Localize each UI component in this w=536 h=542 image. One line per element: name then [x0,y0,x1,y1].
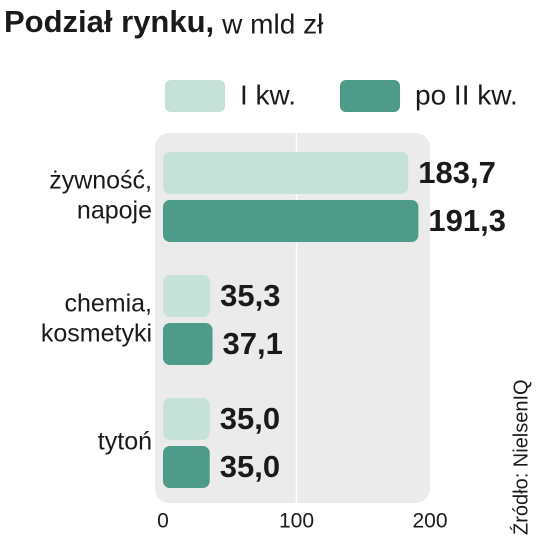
legend-label: I kw. [240,79,296,110]
legend-swatch [165,80,225,112]
x-tick-label: 100 [279,510,314,533]
y-tick-label: żywność, [49,167,152,195]
chart-subtitle: w mld zł [221,8,324,39]
value-label: 35,3 [220,278,280,313]
value-label: 35,0 [220,449,280,484]
bar [163,152,409,194]
y-tick-label: kosmetyki [41,320,152,348]
value-label: 37,1 [223,326,283,361]
value-label: 183,7 [418,155,496,190]
bar [163,446,210,488]
value-label: 191,3 [428,203,506,238]
legend-swatch [340,80,400,112]
y-tick-label: napoje [77,197,152,225]
bar [163,275,211,317]
y-tick-label: chemia, [64,290,152,318]
legend-label: po II kw. [415,79,518,110]
y-tick-label: tytoń [98,428,152,456]
bar [163,323,213,365]
bar [163,398,210,440]
chart-title: Podział rynku, [4,4,214,39]
source: Źródło: NielsenIQ [509,379,532,535]
x-tick-label: 200 [412,510,447,533]
x-tick-label: 0 [157,510,169,533]
value-label: 35,0 [220,401,280,436]
bar [163,200,419,242]
